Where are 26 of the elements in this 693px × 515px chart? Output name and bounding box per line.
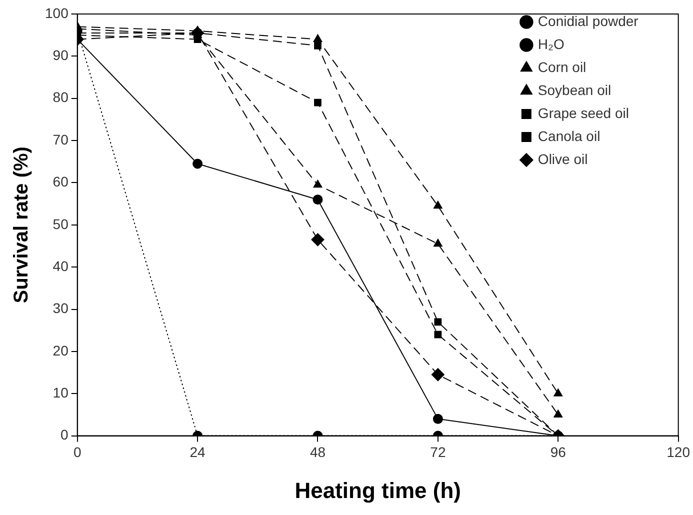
y-tick-label: 20 — [52, 342, 69, 358]
legend-label: Conidial powder — [538, 12, 639, 29]
y-tick-label: 0 — [60, 426, 69, 443]
y-tick-label: 80 — [52, 89, 69, 106]
y-tick-label: 30 — [52, 300, 69, 316]
legend-label: Canola oil — [538, 128, 600, 144]
legend-label: Olive oil — [538, 150, 588, 167]
y-tick-label: 50 — [52, 216, 69, 232]
y-tick-label: 70 — [52, 131, 69, 148]
y-tick-label: 40 — [52, 258, 69, 274]
y-tick-label: 60 — [52, 174, 69, 190]
y-tick-label: 90 — [52, 47, 69, 64]
y-tick-label: 100 — [45, 4, 69, 21]
legend-label: Corn oil — [538, 58, 586, 75]
legend-label: Soybean oil — [538, 82, 612, 98]
x-tick-label: 72 — [430, 444, 446, 460]
x-tick-label: 24 — [190, 444, 206, 460]
y-tick-label: 10 — [52, 384, 69, 400]
legend-label: H₂O — [538, 36, 564, 52]
x-tick-label: 0 — [73, 444, 82, 460]
y-axis-title: Survival rate (%) — [10, 146, 33, 304]
x-axis-title: Heating time (h) — [294, 478, 461, 503]
x-tick-label: 120 — [666, 444, 690, 460]
legend-label: Grape seed oil — [538, 104, 629, 121]
x-tick-label: 96 — [550, 444, 566, 460]
x-tick-label: 48 — [310, 444, 326, 460]
